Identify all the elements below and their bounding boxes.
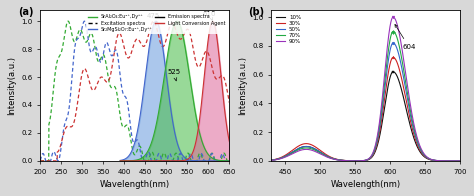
- 30%: [291, 148, 296, 151]
- 10%: [356, 160, 362, 162]
- 10%: [283, 155, 289, 157]
- 10%: [291, 150, 296, 152]
- 70%: [356, 160, 362, 162]
- Text: (b): (b): [248, 7, 264, 17]
- Text: 525: 525: [167, 69, 181, 81]
- Y-axis label: Intensity(a.u.): Intensity(a.u.): [7, 56, 16, 115]
- 90%: [348, 160, 354, 162]
- 30%: [390, 56, 396, 59]
- Line: 90%: 90%: [271, 17, 460, 161]
- 90%: [291, 152, 296, 154]
- 10%: [268, 159, 274, 161]
- 30%: [348, 160, 354, 162]
- Legend: SrAl₂O₄:Eu²⁺,Dy³⁺, Excitation spectra, Sr₂MgSi₂O₇:Eu²⁺,Dy³⁺, Emission spectra, L: SrAl₂O₄:Eu²⁺,Dy³⁺, Excitation spectra, S…: [86, 12, 227, 34]
- 50%: [356, 160, 362, 162]
- Y-axis label: Intensity(a.u.): Intensity(a.u.): [238, 56, 247, 115]
- 50%: [283, 155, 289, 157]
- 10%: [376, 139, 382, 141]
- 70%: [376, 129, 382, 131]
- 90%: [376, 126, 382, 128]
- 30%: [283, 154, 289, 156]
- X-axis label: Wavelength(nm): Wavelength(nm): [331, 180, 401, 189]
- 30%: [376, 135, 382, 138]
- 70%: [348, 160, 354, 162]
- Line: 10%: 10%: [271, 72, 460, 161]
- Text: 604: 604: [395, 24, 416, 50]
- 50%: [291, 150, 296, 152]
- 30%: [353, 160, 358, 162]
- 10%: [353, 160, 358, 162]
- Line: 50%: 50%: [271, 43, 460, 161]
- Line: 30%: 30%: [271, 57, 460, 161]
- X-axis label: Wavelength(nm): Wavelength(nm): [100, 180, 170, 189]
- 70%: [291, 151, 296, 153]
- 90%: [283, 156, 289, 158]
- 30%: [268, 159, 274, 161]
- 10%: [390, 71, 396, 73]
- 10%: [348, 160, 354, 162]
- 90%: [353, 160, 358, 162]
- 70%: [457, 160, 463, 162]
- Text: (a): (a): [18, 7, 33, 17]
- Line: 70%: 70%: [271, 32, 460, 161]
- 90%: [268, 159, 274, 162]
- 50%: [268, 159, 274, 161]
- 90%: [457, 160, 463, 162]
- 70%: [390, 30, 396, 33]
- 50%: [348, 160, 354, 162]
- 90%: [356, 160, 362, 162]
- 70%: [268, 159, 274, 162]
- 70%: [353, 160, 358, 162]
- Text: 475: 475: [146, 13, 160, 25]
- 50%: [390, 42, 396, 44]
- 50%: [457, 160, 463, 162]
- 10%: [457, 160, 463, 162]
- 50%: [376, 132, 382, 134]
- Legend: 10%, 30%, 50%, 70%, 90%: 10%, 30%, 50%, 70%, 90%: [274, 13, 303, 47]
- 30%: [457, 160, 463, 162]
- 70%: [283, 155, 289, 158]
- 90%: [390, 16, 396, 18]
- Text: 610: 610: [203, 11, 217, 20]
- 50%: [353, 160, 358, 162]
- 30%: [356, 160, 362, 162]
